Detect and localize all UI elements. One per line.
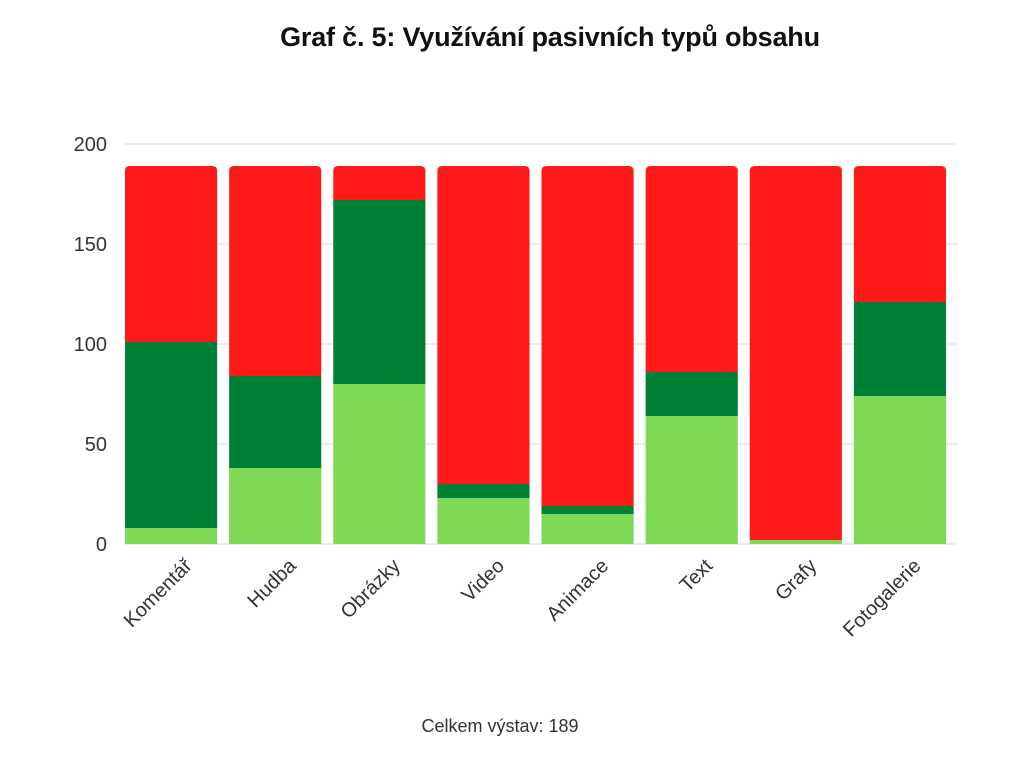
y-axis-ticks: 0 50 100 150 200 bbox=[74, 134, 107, 556]
bar-segment-1 bbox=[541, 514, 634, 544]
bar-segment-1 bbox=[853, 396, 947, 544]
y-tick-label: 50 bbox=[85, 434, 107, 456]
bar-segment-2 bbox=[853, 302, 947, 396]
bar-segment-1 bbox=[229, 468, 322, 544]
x-category-label: Hudba bbox=[244, 554, 302, 612]
x-category-label: Text bbox=[676, 555, 718, 597]
bar-segment-1 bbox=[749, 540, 842, 544]
x-axis-labels: Komentář Hudba Obrázky Video Animace Text Graf… bbox=[120, 554, 926, 641]
bar-segment-1 bbox=[333, 384, 426, 544]
bar-segment-3 bbox=[437, 166, 530, 484]
bar-segment-3 bbox=[333, 166, 426, 200]
chart-title: Graf č. 5: Využívání pasivních typů obsa… bbox=[280, 22, 820, 52]
y-tick-label: 0 bbox=[96, 534, 107, 556]
y-tick-label: 150 bbox=[74, 234, 107, 256]
bar-segment-3 bbox=[125, 166, 218, 342]
x-category-label: Obrázky bbox=[337, 555, 405, 623]
bar-segment-2 bbox=[541, 506, 634, 514]
bar-segment-2 bbox=[125, 342, 218, 528]
bars bbox=[125, 166, 947, 544]
y-tick-label: 100 bbox=[74, 334, 107, 356]
x-category-label: Video bbox=[458, 555, 509, 606]
bar-segment-2 bbox=[645, 372, 738, 416]
bar-segment-1 bbox=[437, 498, 530, 544]
bar-segment-3 bbox=[645, 166, 738, 372]
x-category-label: Animace bbox=[543, 555, 614, 626]
chart-footnote: Celkem výstav: 189 bbox=[421, 716, 579, 736]
bar-segment-3 bbox=[541, 166, 634, 506]
bar-segment-3 bbox=[749, 166, 842, 540]
bar-segment-2 bbox=[333, 200, 426, 384]
bar-segment-1 bbox=[125, 528, 218, 544]
y-tick-label: 200 bbox=[74, 134, 107, 156]
x-category-label: Komentář bbox=[120, 554, 198, 632]
bar-segment-2 bbox=[229, 376, 322, 468]
bar-segment-1 bbox=[645, 416, 738, 544]
bar-segment-3 bbox=[229, 166, 322, 376]
bar-segment-2 bbox=[437, 484, 530, 498]
x-category-label: Grafy bbox=[771, 555, 821, 605]
x-category-label: Fotogalerie bbox=[839, 555, 925, 641]
bar-segment-3 bbox=[853, 166, 947, 302]
